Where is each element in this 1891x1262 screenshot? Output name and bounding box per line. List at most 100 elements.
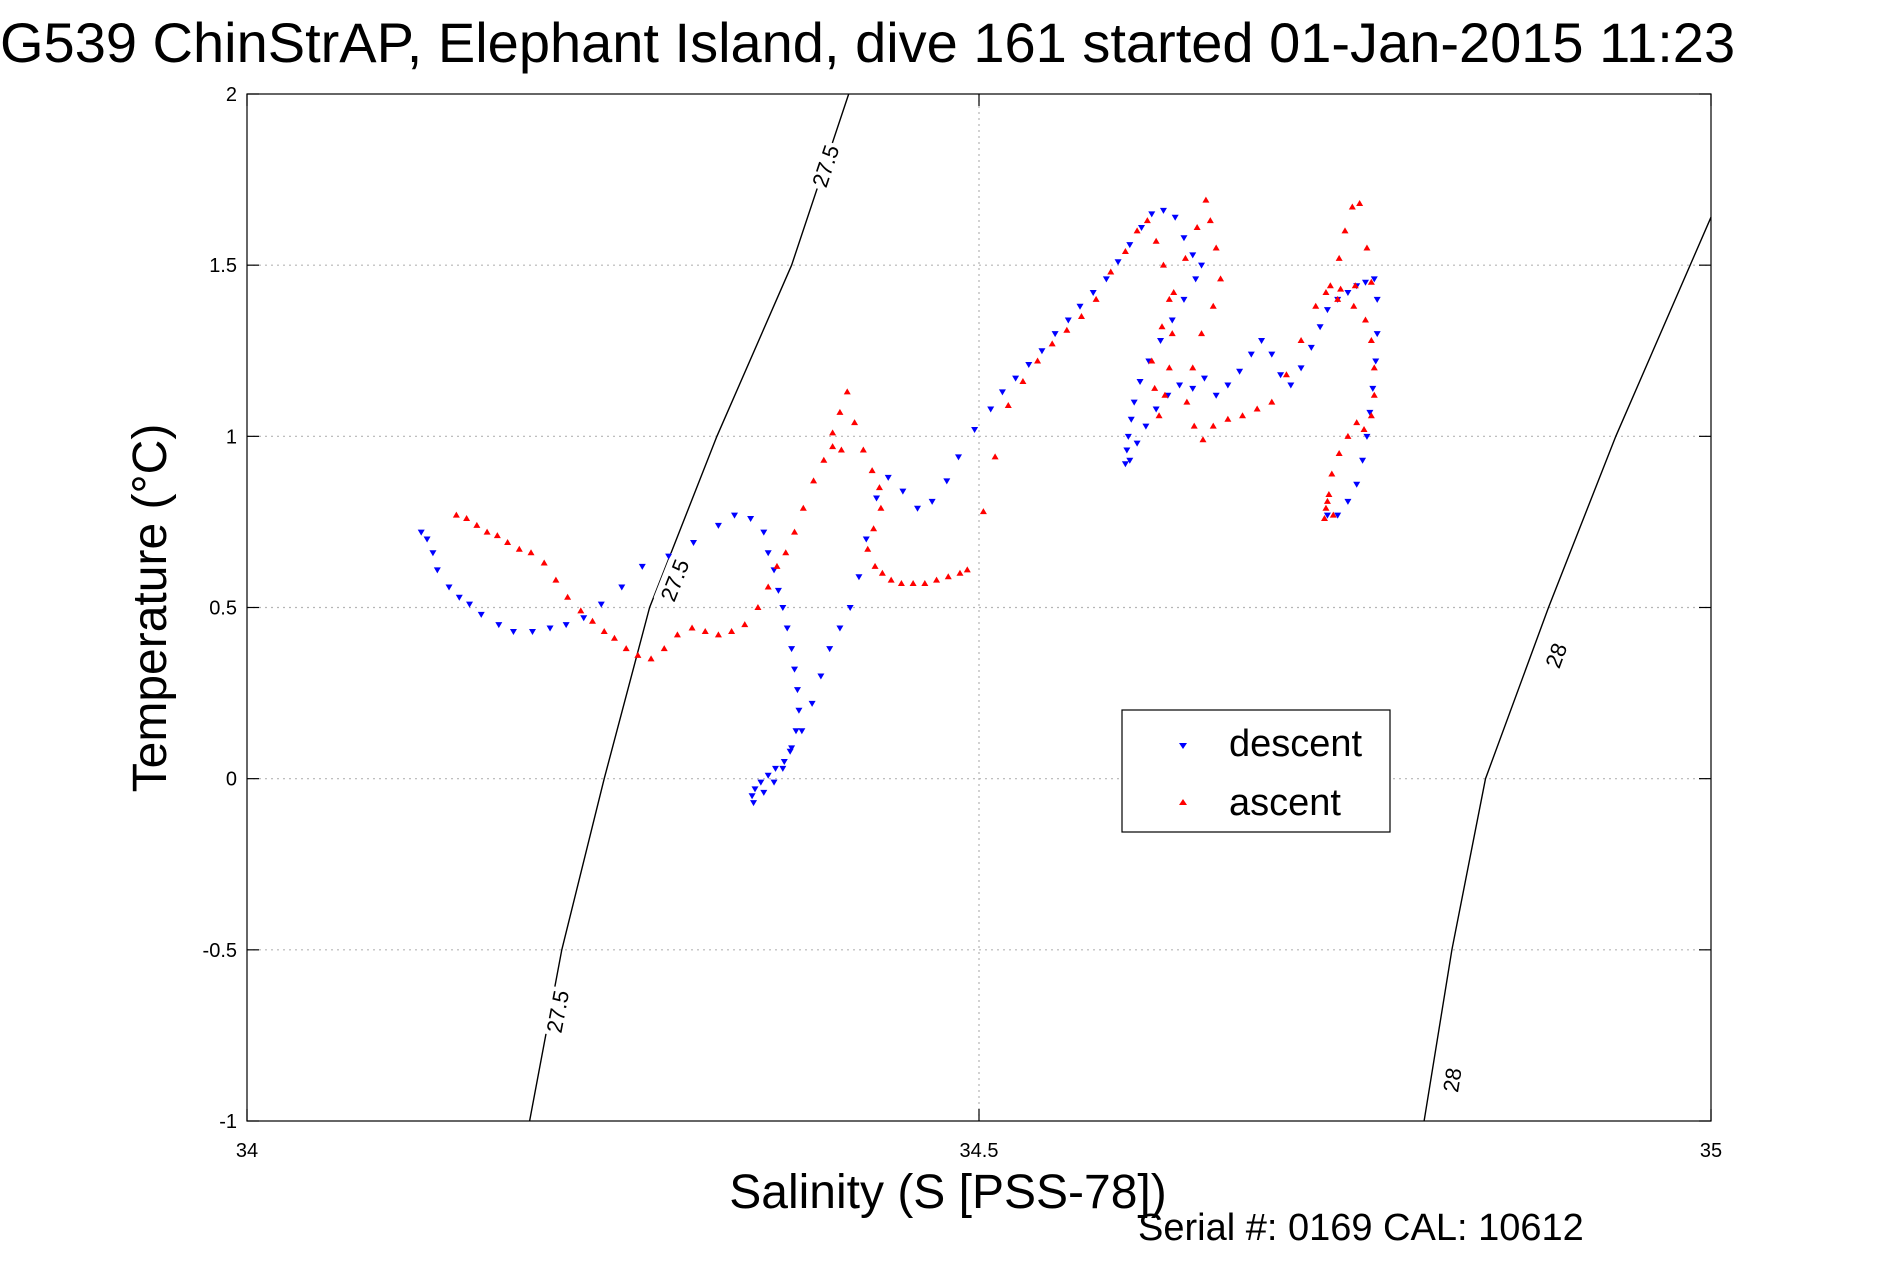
descent-point xyxy=(429,550,437,557)
descent-point xyxy=(788,646,796,653)
ascent-point xyxy=(782,549,790,556)
descent-point xyxy=(1366,409,1374,416)
descent-point xyxy=(1297,365,1305,372)
ascent-point xyxy=(589,617,597,624)
ascent-point xyxy=(1148,357,1156,364)
ascent-point xyxy=(1198,330,1206,337)
ascent-point xyxy=(764,583,772,590)
descent-point xyxy=(772,765,780,772)
descent-point xyxy=(1180,235,1188,242)
descent-point xyxy=(1369,385,1377,392)
ascent-point xyxy=(829,429,837,436)
descent-point xyxy=(1323,512,1331,519)
descent-point xyxy=(779,765,787,772)
contour-label-gap xyxy=(1535,628,1577,683)
ascent-point xyxy=(887,576,895,583)
ascent-point xyxy=(1322,289,1330,296)
ascent-point xyxy=(1322,504,1330,511)
ascent-point xyxy=(1351,282,1359,289)
ascent-point xyxy=(1161,391,1169,398)
descent-point xyxy=(1370,276,1378,283)
descent-point xyxy=(1212,392,1220,399)
ascent-point xyxy=(1165,295,1173,302)
descent-point xyxy=(1198,262,1206,269)
ascent-point xyxy=(1034,357,1042,364)
descent-point xyxy=(455,594,463,601)
ascent-point xyxy=(1297,336,1305,343)
descent-point xyxy=(477,611,485,618)
descent-point xyxy=(1123,447,1131,454)
ascent-point xyxy=(1151,384,1159,391)
ascent-point xyxy=(1334,295,1342,302)
descent-point xyxy=(955,454,963,461)
descent-point xyxy=(1012,375,1020,382)
ascent-point xyxy=(741,621,749,628)
ascent-point xyxy=(868,467,876,474)
ascent-point xyxy=(1206,217,1214,224)
descent-point xyxy=(1076,303,1084,310)
descent-point xyxy=(1372,358,1380,365)
ascent-point xyxy=(871,562,879,569)
legend-descent-label: descent xyxy=(1229,723,1363,765)
descent-point xyxy=(1127,416,1135,423)
x-tick-label: 34 xyxy=(236,1140,258,1162)
descent-point xyxy=(764,772,772,779)
descent-point xyxy=(747,515,755,522)
ascent-point xyxy=(1282,371,1290,378)
ascent-point xyxy=(991,453,999,460)
ascent-point xyxy=(878,569,886,576)
ascent-point xyxy=(1335,449,1343,456)
descent-point xyxy=(793,687,801,694)
ascent-point xyxy=(673,631,681,638)
ascent-point xyxy=(1209,302,1217,309)
descent-point xyxy=(1102,276,1110,283)
descent-point xyxy=(417,529,425,536)
ascent-point xyxy=(634,651,642,658)
ascent-point xyxy=(1326,282,1334,289)
ascent-point xyxy=(1329,511,1337,518)
descent-point xyxy=(1136,379,1144,386)
legend: descent ascent xyxy=(1121,709,1391,833)
descent-point xyxy=(466,601,474,608)
descent-point xyxy=(1148,211,1156,218)
descent-point xyxy=(971,426,979,433)
descent-point xyxy=(1268,351,1276,358)
chart-title: G539 ChinStrAP, Elephant Island, dive 16… xyxy=(0,11,1735,74)
ascent-point xyxy=(1344,432,1352,439)
descent-point xyxy=(873,495,881,502)
ascent-point xyxy=(837,446,845,453)
x-tick-labels: 34 34.5 35 xyxy=(236,1140,1722,1162)
ascent-point xyxy=(829,443,837,450)
ascent-point xyxy=(1337,285,1345,292)
descent-point xyxy=(808,700,816,707)
descent-point xyxy=(1138,225,1146,232)
ascent-point xyxy=(979,508,987,515)
ascent-point xyxy=(688,624,696,631)
ascent-point xyxy=(870,525,878,532)
descent-point xyxy=(846,605,854,611)
descent-point xyxy=(546,625,554,632)
ascent-point xyxy=(1170,289,1178,296)
ascent-point xyxy=(933,576,941,583)
ascent-point xyxy=(1341,227,1349,234)
ascent-point xyxy=(600,627,608,634)
descent-series xyxy=(417,207,1381,807)
ascent-point xyxy=(773,562,781,569)
ascent-point xyxy=(909,580,917,587)
ascent-point xyxy=(836,408,844,415)
descent-point xyxy=(1307,344,1315,351)
descent-point xyxy=(1247,351,1255,358)
ascent-point xyxy=(1268,398,1276,405)
descent-point xyxy=(1373,331,1381,338)
ascent-point xyxy=(1107,268,1115,275)
ascent-point xyxy=(1253,405,1261,412)
ascent-point xyxy=(799,504,807,511)
ascent-point xyxy=(1370,391,1378,398)
descent-point xyxy=(1159,207,1167,214)
ascent-point xyxy=(1370,364,1378,371)
descent-point xyxy=(751,786,759,793)
ascent-point xyxy=(577,607,585,614)
ascent-point xyxy=(1367,412,1375,419)
ascent-point xyxy=(1312,302,1320,309)
